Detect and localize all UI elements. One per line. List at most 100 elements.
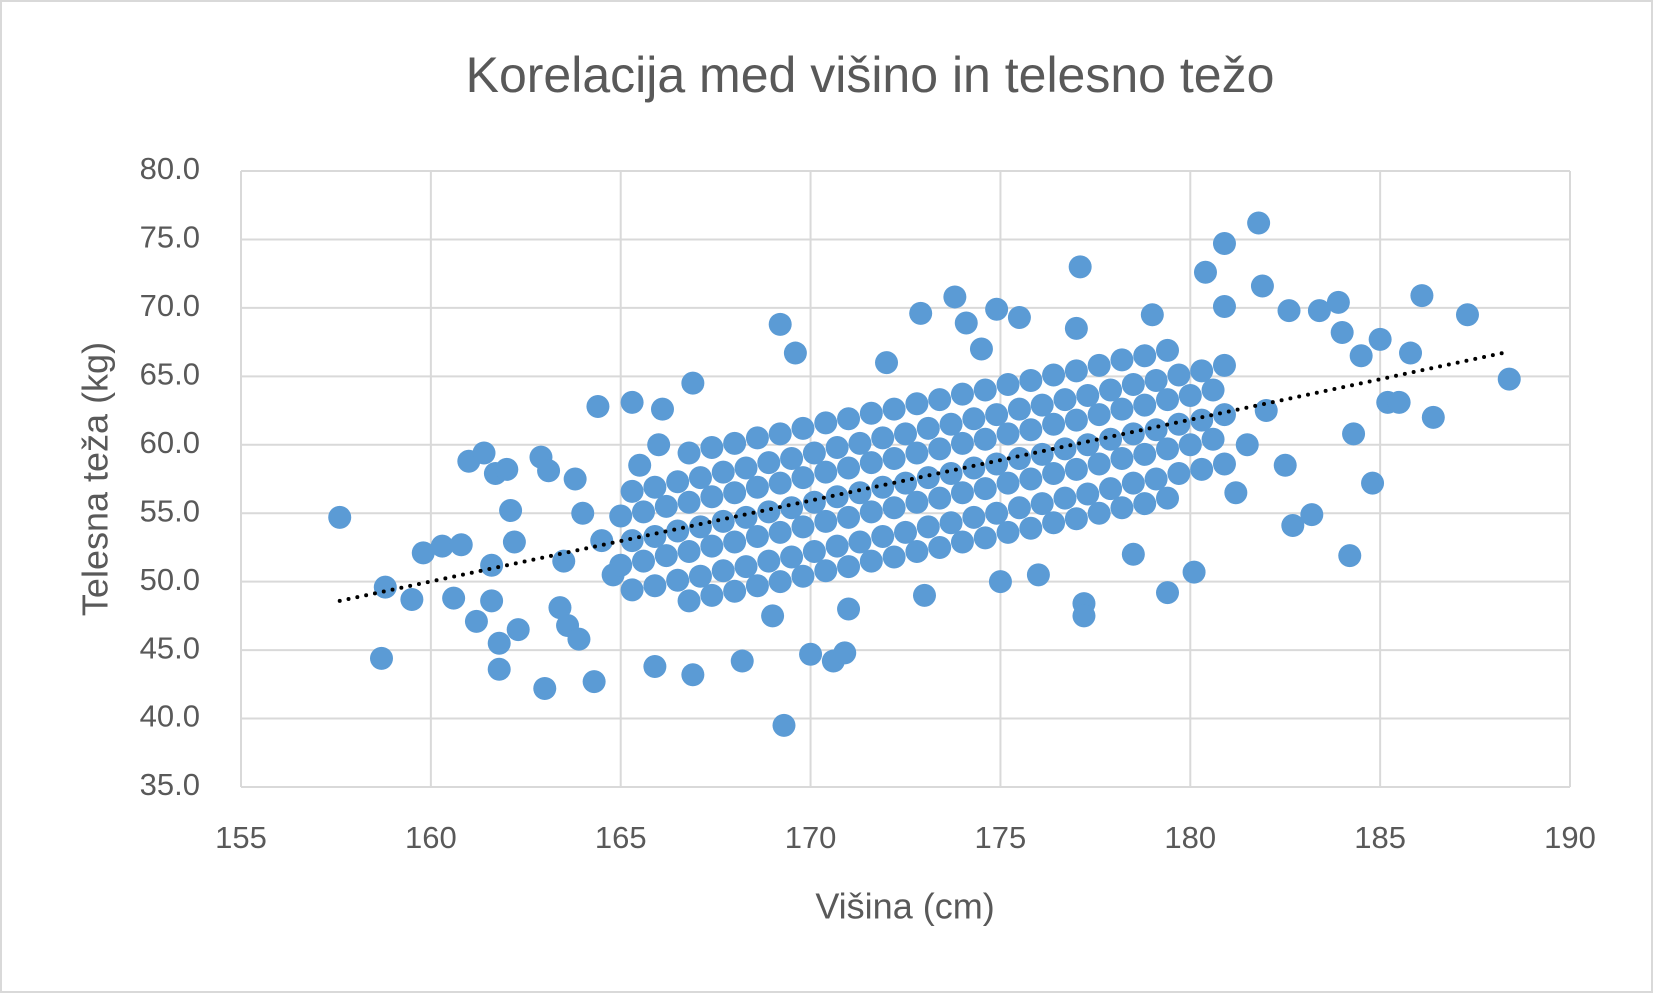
point	[1156, 338, 1180, 362]
point	[499, 498, 523, 522]
point	[1212, 452, 1236, 476]
point	[609, 553, 633, 577]
point	[480, 589, 504, 613]
point	[882, 545, 906, 569]
point	[628, 453, 652, 477]
point	[1212, 353, 1236, 377]
point	[1281, 514, 1305, 538]
point	[825, 485, 849, 509]
point	[985, 501, 1009, 525]
point	[1042, 412, 1066, 436]
point	[962, 407, 986, 431]
point	[1007, 496, 1031, 520]
point	[859, 401, 883, 425]
point	[1064, 457, 1088, 481]
point	[1387, 390, 1411, 414]
point	[814, 509, 838, 533]
point	[1042, 511, 1066, 535]
point	[916, 515, 940, 539]
point	[996, 520, 1020, 544]
point	[848, 530, 872, 554]
point	[1099, 378, 1123, 402]
trendline	[337, 349, 1512, 603]
x-tick-label: 160	[405, 820, 457, 855]
x-axis-title: Višina (cm)	[815, 886, 994, 927]
point	[1110, 496, 1134, 520]
point	[859, 500, 883, 524]
point	[1182, 560, 1206, 584]
point	[833, 641, 857, 665]
point	[802, 540, 826, 564]
point	[369, 646, 393, 670]
x-tick-label: 170	[785, 820, 837, 855]
point	[688, 515, 712, 539]
point	[643, 475, 667, 499]
point	[609, 504, 633, 528]
point	[905, 441, 929, 465]
y-tick-label: 55.0	[140, 493, 200, 528]
point	[1368, 327, 1392, 351]
point	[1330, 321, 1354, 345]
point	[954, 311, 978, 335]
point	[711, 559, 735, 583]
point	[871, 426, 895, 450]
point	[571, 501, 595, 525]
point	[666, 568, 690, 592]
point	[1007, 397, 1031, 421]
x-tick-label: 155	[215, 820, 267, 855]
point	[1410, 284, 1434, 308]
point	[1224, 481, 1248, 505]
point	[791, 416, 815, 440]
point	[1007, 446, 1031, 470]
point	[950, 530, 974, 554]
point	[916, 416, 940, 440]
point	[969, 337, 993, 361]
point	[905, 392, 929, 416]
y-tick-label: 65.0	[140, 357, 200, 392]
point	[859, 451, 883, 475]
point	[582, 670, 606, 694]
point	[943, 285, 967, 309]
point	[1042, 363, 1066, 387]
point	[1019, 418, 1043, 442]
point	[400, 587, 424, 611]
point	[1019, 467, 1043, 491]
point	[996, 422, 1020, 446]
x-tick-label: 190	[1544, 820, 1596, 855]
point	[411, 541, 435, 565]
point	[757, 500, 781, 524]
point	[723, 579, 747, 603]
point	[734, 456, 758, 480]
point	[1178, 433, 1202, 457]
point	[1064, 408, 1088, 432]
point	[1167, 363, 1191, 387]
point	[373, 575, 397, 599]
point	[650, 397, 674, 421]
point	[734, 505, 758, 529]
point	[825, 436, 849, 460]
point	[480, 553, 504, 577]
point	[734, 555, 758, 579]
point	[1190, 408, 1214, 432]
point	[688, 466, 712, 490]
point	[973, 427, 997, 451]
point	[1053, 437, 1077, 461]
point	[905, 490, 929, 514]
point	[647, 433, 671, 457]
point	[1053, 388, 1077, 412]
point	[723, 481, 747, 505]
x-tick-label: 180	[1164, 820, 1216, 855]
point	[799, 642, 823, 666]
point	[1254, 399, 1278, 423]
point	[677, 589, 701, 613]
point	[552, 549, 576, 573]
point	[1212, 295, 1236, 319]
point	[700, 534, 724, 558]
point	[772, 713, 796, 737]
point	[768, 471, 792, 495]
point	[620, 390, 644, 414]
point	[875, 351, 899, 375]
point	[837, 555, 861, 579]
